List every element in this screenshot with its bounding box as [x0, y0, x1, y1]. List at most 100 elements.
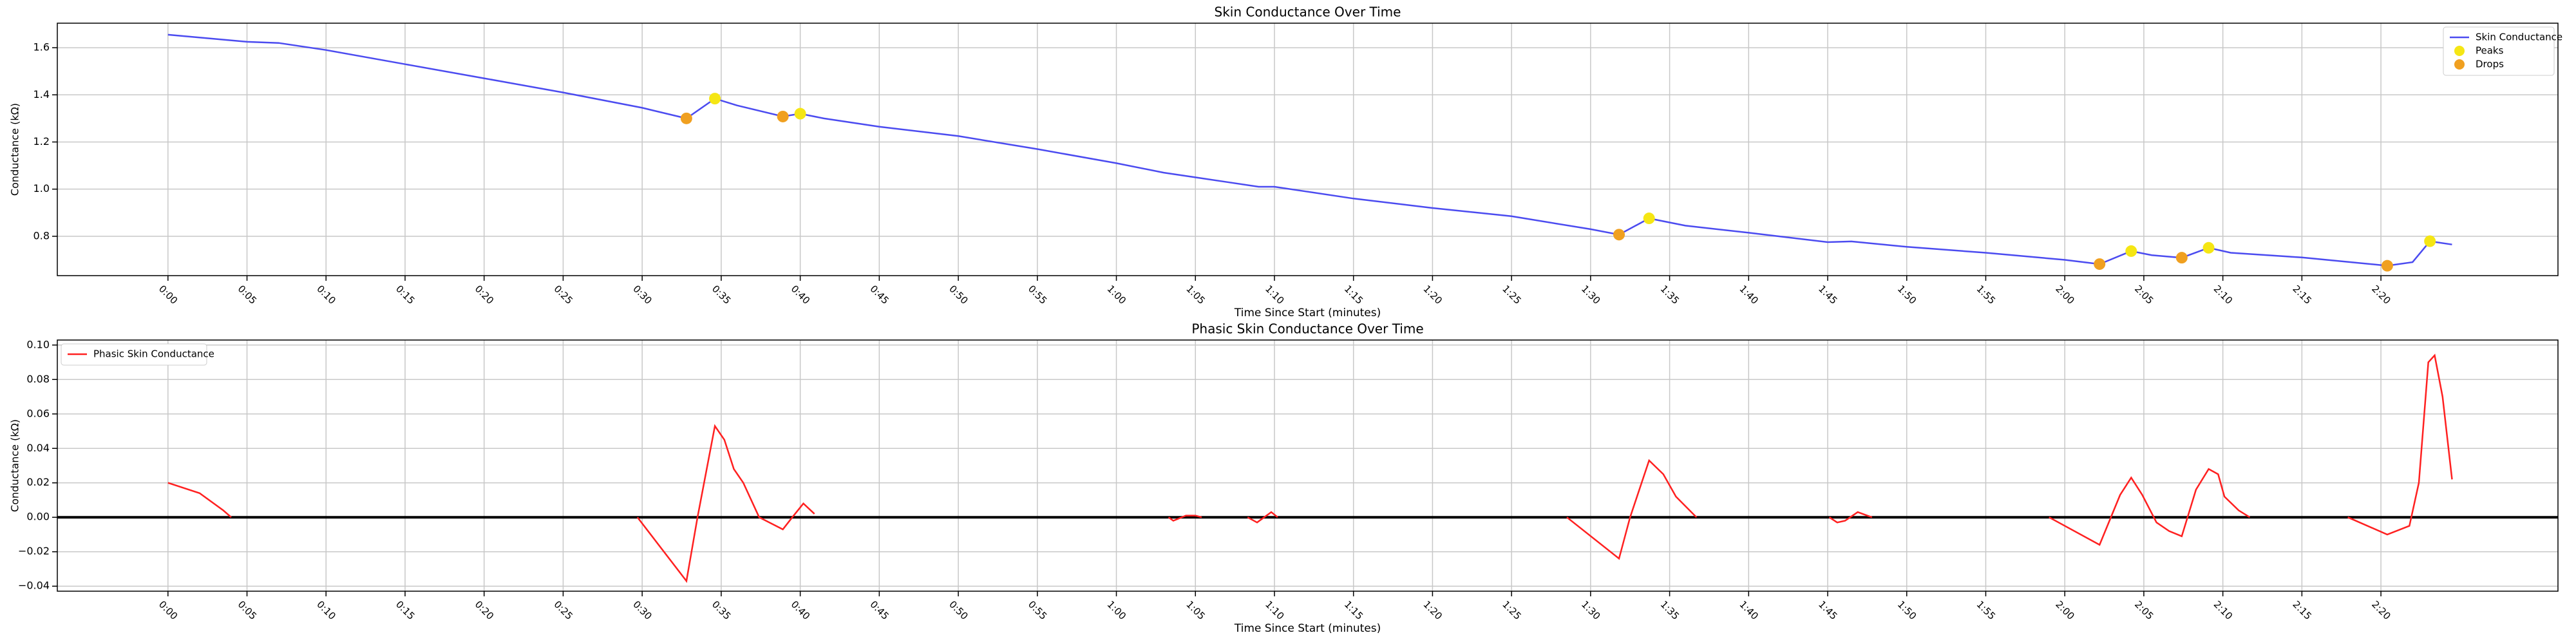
data-point — [1613, 229, 1625, 241]
x-axis-label: Time Since Start (minutes) — [1234, 307, 1381, 319]
x-axis-label: Time Since Start (minutes) — [1234, 622, 1381, 635]
y-tick-label: −0.02 — [18, 545, 50, 557]
legend-label: Phasic Skin Conductance — [93, 348, 214, 360]
y-tick-label: 1.6 — [33, 41, 50, 53]
data-point — [2125, 245, 2137, 257]
x-tick-label: 0:25 — [552, 598, 576, 622]
x-tick-label: 1:00 — [1105, 283, 1129, 307]
x-tick-label: 2:20 — [2369, 598, 2393, 622]
data-point — [2175, 252, 2188, 264]
data-point — [709, 93, 721, 105]
x-tick-label: 0:35 — [710, 598, 734, 622]
x-tick-label: 1:55 — [1975, 283, 1998, 307]
x-tick-label: 1:15 — [1342, 283, 1366, 307]
x-tick-label: 2:05 — [2132, 283, 2156, 307]
y-tick-label: 0.10 — [26, 338, 50, 350]
x-tick-label: 1:05 — [1184, 283, 1208, 307]
y-tick-label: −0.04 — [18, 580, 50, 592]
x-tick-label: 2:10 — [2211, 598, 2235, 622]
y-axis-label: Conductance (kΩ) — [9, 103, 21, 196]
legend-box — [2443, 26, 2555, 76]
plot-frame — [57, 23, 2559, 276]
x-tick-label: 0:10 — [314, 283, 338, 307]
x-tick-label: 0:00 — [156, 283, 180, 307]
legend-box — [61, 343, 207, 366]
legend-swatch — [2454, 46, 2465, 56]
data-line — [167, 33, 2452, 267]
data-point — [2094, 258, 2106, 270]
x-tick-label: 1:40 — [1737, 283, 1761, 307]
y-tick-label: 0.8 — [33, 229, 50, 242]
x-tick-label: 0:20 — [473, 598, 497, 622]
x-tick-label: 0:20 — [473, 283, 497, 307]
x-tick-label: 1:15 — [1342, 598, 1366, 622]
x-tick-label: 1:10 — [1263, 283, 1287, 307]
legend-label: Peaks — [2476, 45, 2504, 57]
x-tick-label: 1:30 — [1579, 283, 1603, 307]
x-tick-label: 0:55 — [1026, 283, 1050, 307]
chart-title: Phasic Skin Conductance Over Time — [1191, 321, 1423, 337]
plot-area — [57, 23, 2558, 276]
x-tick-label: 2:00 — [2053, 598, 2077, 622]
x-tick-label: 1:35 — [1658, 598, 1682, 622]
x-tick-label: 0:05 — [236, 283, 260, 307]
y-tick-label: 1.4 — [33, 88, 50, 100]
chart-title: Skin Conductance Over Time — [1215, 5, 1401, 20]
data-point — [2381, 260, 2393, 272]
y-axis-label: Conductance (kΩ) — [9, 419, 21, 512]
x-tick-label: 0:50 — [947, 283, 971, 307]
x-tick-label: 2:00 — [2053, 283, 2077, 307]
chart-panel: 0:00 0:05 0:10 0:15 0:20 0:25 0:30 0:35 0:40 0:45… — [9, 321, 2559, 635]
y-tick-label: 1.0 — [33, 182, 50, 194]
plot-area — [57, 340, 2558, 591]
x-tick-label: 1:35 — [1658, 283, 1682, 307]
data-point — [1643, 213, 1655, 225]
y-tick-label: 0.04 — [26, 442, 50, 454]
x-tick-label: 0:55 — [1026, 598, 1050, 622]
data-point — [2424, 235, 2436, 247]
x-tick-label: 2:20 — [2369, 283, 2393, 307]
x-tick-label: 1:55 — [1975, 598, 1998, 622]
y-tick-label: 0.08 — [26, 373, 50, 385]
data-line — [167, 354, 2453, 583]
x-tick-label: 0:25 — [552, 283, 576, 307]
x-tick-label: 0:30 — [630, 283, 654, 307]
x-tick-label: 0:00 — [156, 598, 180, 622]
x-tick-label: 0:35 — [710, 283, 734, 307]
plot-frame — [57, 339, 2559, 592]
x-tick-label: 1:20 — [1421, 283, 1444, 307]
x-tick-label: 1:40 — [1737, 598, 1761, 622]
x-tick-label: 1:50 — [1895, 598, 1919, 622]
x-tick-label: 1:20 — [1421, 598, 1444, 622]
x-tick-label: 1:30 — [1579, 598, 1603, 622]
x-tick-label: 1:50 — [1895, 283, 1919, 307]
x-tick-label: 1:25 — [1500, 283, 1524, 307]
y-tick-label: 0.02 — [26, 476, 50, 488]
data-point — [777, 110, 789, 122]
x-tick-label: 0:15 — [393, 598, 417, 622]
x-tick-label: 2:15 — [2290, 598, 2314, 622]
x-tick-label: 1:00 — [1105, 598, 1129, 622]
x-tick-label: 1:25 — [1500, 598, 1524, 622]
x-tick-label: 0:10 — [314, 598, 338, 622]
x-tick-label: 1:45 — [1816, 283, 1840, 307]
x-tick-label: 2:15 — [2290, 283, 2314, 307]
legend-label: Drops — [2476, 59, 2504, 70]
data-point — [2202, 242, 2215, 254]
x-tick-label: 0:45 — [867, 598, 891, 622]
x-tick-label: 0:15 — [393, 283, 417, 307]
chart-panel: 0:00 0:05 0:10 0:15 0:20 0:25 0:30 0:35 0:40 0:45… — [9, 5, 2563, 320]
x-tick-label: 1:10 — [1263, 598, 1287, 622]
data-point — [680, 112, 692, 124]
x-tick-label: 2:10 — [2211, 283, 2235, 307]
y-tick-label: 1.2 — [33, 135, 50, 147]
x-tick-label: 2:05 — [2132, 598, 2156, 622]
x-tick-label: 0:05 — [236, 598, 260, 622]
data-point — [794, 108, 806, 120]
x-tick-label: 0:45 — [867, 283, 891, 307]
y-tick-label: 0.06 — [26, 407, 50, 419]
x-tick-label: 0:50 — [947, 598, 971, 622]
x-tick-label: 1:05 — [1184, 598, 1208, 622]
